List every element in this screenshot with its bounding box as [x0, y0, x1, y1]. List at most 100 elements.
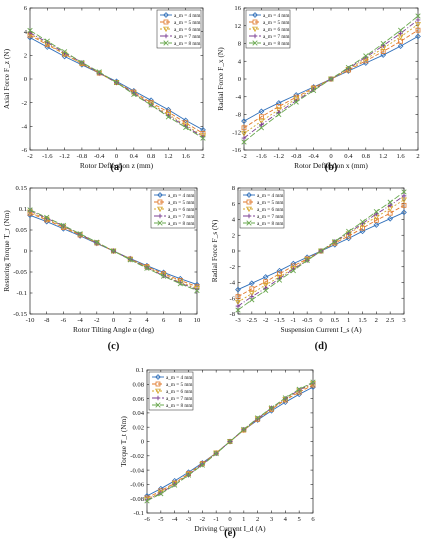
x-tick-label: 1.6	[182, 153, 191, 160]
data-point	[235, 294, 241, 300]
legend-label: a_m = 8 mm	[263, 41, 289, 47]
x-tick-label: -1	[291, 317, 297, 324]
x-tick-label: -4	[77, 317, 83, 324]
x-tick-label: -1.6	[256, 153, 267, 160]
data-point	[275, 100, 282, 106]
data-point	[241, 131, 247, 137]
y-tick-label: -0.02	[130, 453, 144, 460]
data-point	[373, 222, 380, 228]
data-point	[318, 248, 324, 254]
data-point	[263, 285, 268, 291]
legend-marker	[157, 192, 163, 198]
x-tick-label: 1.2	[379, 153, 387, 160]
y-tick-label: 16	[234, 5, 241, 12]
data-point	[258, 118, 265, 125]
y-axis-label: Axial Force F_z (N)	[2, 48, 11, 109]
data-point	[200, 135, 206, 141]
x-tick-label: 6	[162, 317, 166, 324]
data-point	[387, 215, 394, 222]
y-tick-label: -2	[22, 100, 28, 107]
y-tick-label: 0	[24, 76, 28, 83]
data-point	[165, 114, 172, 120]
data-point	[262, 282, 269, 288]
legend-label: a_m = 4 mm	[263, 13, 289, 19]
legend-label: a_m = 5 mm	[174, 20, 200, 26]
data-point	[27, 207, 33, 213]
legend-label: a_m = 7 mm	[168, 214, 194, 220]
data-point	[415, 22, 421, 28]
y-tick-label: 8	[232, 185, 236, 192]
x-axis-label: Rotor Deflection x (mm)	[294, 161, 368, 170]
y-axis-label: Torque T_t (Nm)	[119, 416, 128, 467]
y-tick-label: -16	[232, 147, 241, 154]
data-point	[249, 294, 255, 299]
panel-caption: (a)	[110, 162, 123, 173]
legend-marker	[246, 206, 252, 213]
legend-marker	[252, 40, 258, 46]
y-tick-label: -0.04	[130, 467, 144, 474]
data-point	[148, 102, 154, 108]
data-point	[182, 117, 189, 124]
data-point	[194, 287, 200, 294]
x-tick-label: 2	[256, 516, 259, 523]
data-point	[415, 17, 421, 23]
x-tick-label: -2	[94, 317, 100, 324]
x-tick-label: 1.2	[164, 153, 172, 160]
y-tick-label: 4	[238, 58, 242, 65]
legend-marker	[252, 33, 258, 39]
data-point	[362, 60, 369, 66]
x-tick-label: 1.6	[396, 153, 405, 160]
x-tick-label: 2	[375, 317, 378, 324]
data-point	[61, 53, 68, 60]
y-tick-label: -4	[230, 280, 236, 287]
legend-marker	[155, 374, 161, 380]
data-point	[380, 40, 386, 47]
data-point	[282, 399, 289, 406]
data-point	[144, 265, 150, 271]
legend-marker	[246, 192, 252, 198]
legend-label: a_m = 5 mm	[257, 200, 283, 206]
data-point	[401, 189, 407, 195]
data-point	[27, 34, 33, 41]
data-point	[310, 87, 317, 94]
series-5	[27, 27, 206, 141]
data-point	[328, 76, 334, 82]
data-point	[332, 238, 338, 245]
x-tick-label: -10	[26, 317, 35, 324]
y-tick-label: 0.08	[132, 382, 144, 389]
y-tick-label: 12	[234, 23, 241, 30]
legend-label: a_m = 7 mm	[166, 396, 192, 402]
data-point	[304, 257, 310, 264]
panel-caption: (b)	[325, 162, 338, 173]
data-point	[194, 286, 200, 292]
x-tick-label: -6	[61, 317, 67, 324]
legend: a_m = 4 mma_m = 5 mma_m = 6 mma_m = 7 mm…	[245, 9, 291, 49]
legend-marker	[163, 19, 169, 25]
data-point	[44, 38, 50, 44]
legend-marker	[246, 213, 252, 219]
data-point	[360, 225, 365, 231]
data-point	[255, 415, 261, 421]
y-tick-label: -8	[230, 311, 236, 318]
x-tick-label: -6	[144, 516, 150, 523]
data-point	[263, 287, 269, 293]
legend-marker	[163, 33, 169, 39]
y-tick-label: 0	[141, 439, 145, 446]
y-tick-label: 0.1	[136, 367, 144, 374]
y-tick-label: -12	[232, 129, 241, 136]
y-tick-label: 0.15	[15, 185, 27, 192]
data-point	[27, 212, 33, 219]
x-tick-label: 0	[112, 317, 116, 324]
data-point	[248, 291, 255, 297]
x-tick-label: -2	[241, 153, 247, 160]
data-point	[199, 462, 205, 468]
x-tick-label: -1.2	[59, 153, 69, 160]
panel-caption: (e)	[224, 528, 236, 539]
data-point	[275, 107, 282, 113]
x-tick-label: 5	[298, 516, 302, 523]
data-point	[293, 99, 299, 105]
y-tick-label: -6	[22, 147, 28, 154]
y-tick-label: 6	[232, 201, 236, 208]
data-point	[27, 30, 33, 36]
data-point	[249, 286, 255, 292]
